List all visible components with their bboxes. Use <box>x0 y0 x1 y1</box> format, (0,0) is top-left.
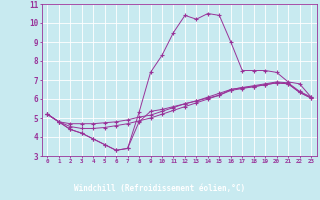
Text: Windchill (Refroidissement éolien,°C): Windchill (Refroidissement éolien,°C) <box>75 184 245 193</box>
